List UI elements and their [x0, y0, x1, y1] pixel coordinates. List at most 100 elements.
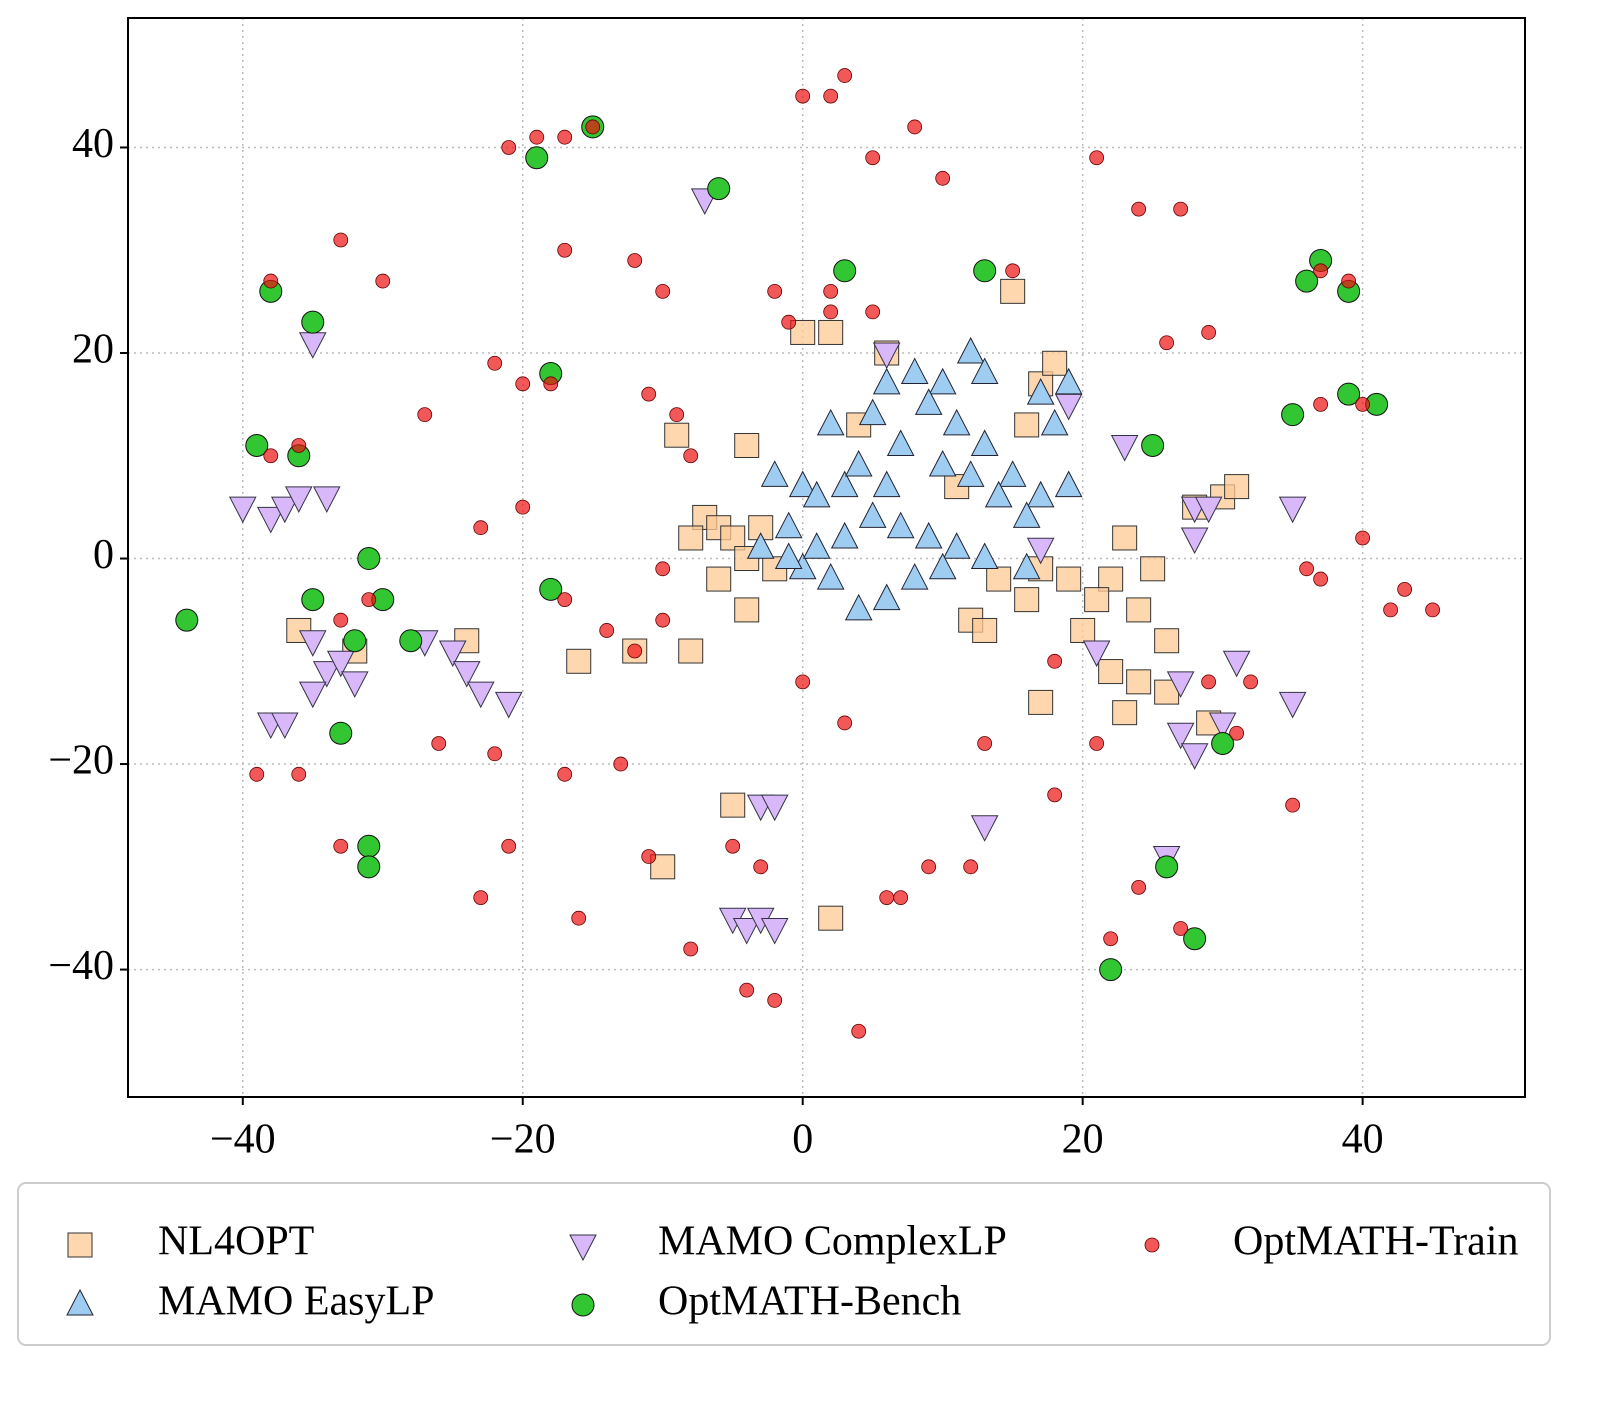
square-marker [720, 792, 746, 818]
triangle-marker [760, 460, 789, 487]
triangle-marker [746, 532, 775, 559]
circle-marker [357, 834, 381, 858]
circle-marker [1281, 403, 1305, 427]
dot-marker [361, 592, 377, 608]
dot-marker [725, 838, 741, 854]
legend-label: OptMATH-Bench [658, 1279, 961, 1325]
triangle-marker [928, 552, 957, 580]
square-marker [1000, 278, 1026, 304]
square-marker [706, 566, 732, 592]
triangle-marker [942, 532, 971, 559]
series-1 [746, 336, 1083, 621]
dot-marker [613, 756, 629, 772]
circle-marker [973, 259, 997, 283]
dot-marker [795, 88, 811, 104]
dot-marker [739, 982, 755, 998]
square-marker [1084, 587, 1110, 613]
triangle-marker [802, 532, 831, 559]
circle-marker [1337, 382, 1361, 406]
legend-label: MAMO EasyLP [158, 1279, 435, 1325]
square-marker [1098, 566, 1124, 592]
dot-marker [1299, 561, 1315, 577]
dot-marker [1313, 571, 1329, 587]
triangle-marker [816, 562, 845, 590]
dot-marker [431, 736, 447, 751]
circle-marker [175, 608, 199, 632]
dot-marker [865, 304, 881, 320]
square-marker [1098, 659, 1124, 685]
dot-marker [795, 674, 811, 690]
triangle-marker [1278, 496, 1307, 524]
square-marker [1042, 350, 1068, 376]
dot-marker [263, 273, 279, 289]
dot-marker [291, 766, 307, 782]
x-tick-label: 0 [792, 1117, 813, 1163]
triangle-marker [872, 367, 901, 395]
square-marker [650, 854, 676, 880]
dot-marker [1285, 797, 1301, 813]
triangle-marker [452, 661, 481, 688]
dot-marker [1089, 150, 1105, 166]
dot-marker [977, 736, 993, 751]
dot-marker [1047, 787, 1063, 803]
triangle-marker [1040, 408, 1069, 436]
triangle-marker [1278, 691, 1307, 719]
dot-marker [627, 643, 643, 659]
dot-marker [473, 890, 489, 906]
legend-label: NL4OPT [158, 1219, 314, 1265]
circle-marker [539, 577, 563, 601]
legend-label: OptMATH-Train [1233, 1219, 1518, 1265]
x-tick-label: −40 [210, 1117, 276, 1163]
dot-marker [669, 407, 685, 423]
triangle-marker [569, 1234, 597, 1262]
dot-marker [1313, 263, 1329, 279]
dot-marker [1243, 674, 1259, 690]
triangle-marker [956, 460, 985, 487]
circle-marker [329, 721, 353, 745]
square-marker [678, 525, 704, 551]
square-marker [720, 525, 746, 551]
triangle-marker [816, 408, 845, 436]
square-marker [1112, 525, 1138, 551]
triangle-marker [340, 671, 369, 698]
triangle-marker [1012, 501, 1041, 528]
circle-marker [343, 629, 367, 653]
dot-marker [767, 283, 783, 299]
dot-marker [1131, 879, 1147, 895]
dot-marker [1313, 396, 1329, 412]
triangle-marker [760, 794, 789, 822]
square-marker [664, 422, 690, 448]
dot-marker [907, 119, 923, 135]
dot-marker [753, 859, 769, 875]
triangle-marker [844, 593, 873, 621]
triangle-marker [802, 480, 831, 508]
dot-marker [487, 746, 503, 762]
triangle-marker [858, 501, 887, 528]
triangle-marker [1208, 712, 1237, 740]
y-tick-label: −40 [48, 943, 114, 989]
plot-frame [127, 17, 1526, 1098]
triangle-marker [732, 917, 761, 945]
triangle-marker [1026, 378, 1055, 405]
dot-marker [1425, 602, 1441, 618]
series-3 [175, 115, 1389, 982]
triangle-marker [1082, 640, 1111, 668]
triangle-marker [1110, 434, 1139, 462]
dot-marker [1005, 263, 1021, 279]
triangle-marker [312, 486, 341, 513]
x-tick-label: 40 [1342, 1117, 1384, 1163]
triangle-marker [872, 583, 901, 611]
dot-marker [291, 438, 307, 453]
dot-marker [837, 715, 853, 731]
triangle-marker [66, 1288, 94, 1316]
circle-marker [1295, 269, 1319, 293]
dot-marker [781, 314, 797, 330]
triangle-marker [774, 511, 803, 539]
triangle-marker [830, 470, 859, 498]
triangle-marker [270, 496, 299, 524]
triangle-marker [298, 630, 327, 657]
y-tick-label: 40 [72, 121, 114, 167]
triangle-marker [1180, 743, 1209, 770]
triangle-marker [1054, 393, 1083, 421]
dot-marker [501, 140, 517, 155]
